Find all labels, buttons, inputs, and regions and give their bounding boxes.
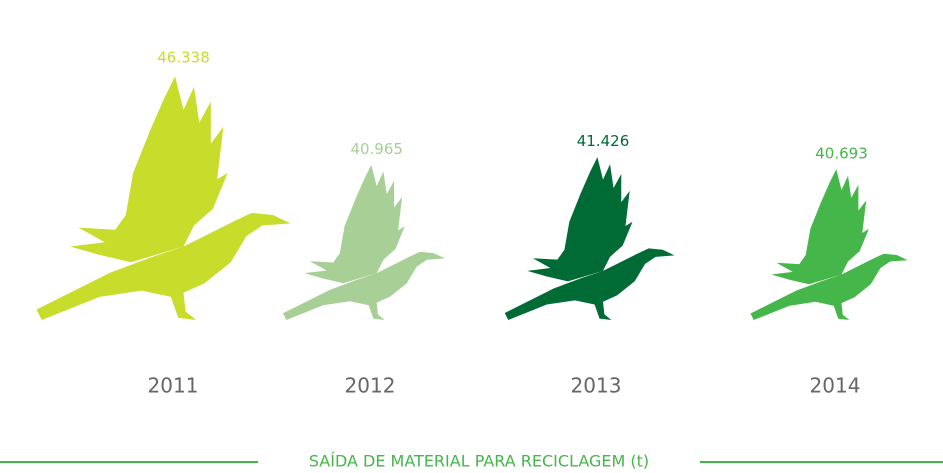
chart: SAÍDA DE MATERIAL PARA RECICLAGEM (t) 20… [0,0,943,473]
chart-title: SAÍDA DE MATERIAL PARA RECICLAGEM (t) [309,452,649,471]
bird-icon [283,165,445,320]
category-label: 2011 [148,374,199,398]
value-label: 40.693 [815,145,868,163]
bird-icon [505,157,675,320]
value-label: 46.338 [157,49,210,67]
bird-icon [37,76,291,320]
category-label: 2012 [345,374,396,398]
value-label: 41.426 [577,132,630,150]
bird-icon [751,169,908,320]
category-label: 2013 [571,374,622,398]
value-label: 40.965 [350,140,403,158]
category-label: 2014 [810,374,861,398]
